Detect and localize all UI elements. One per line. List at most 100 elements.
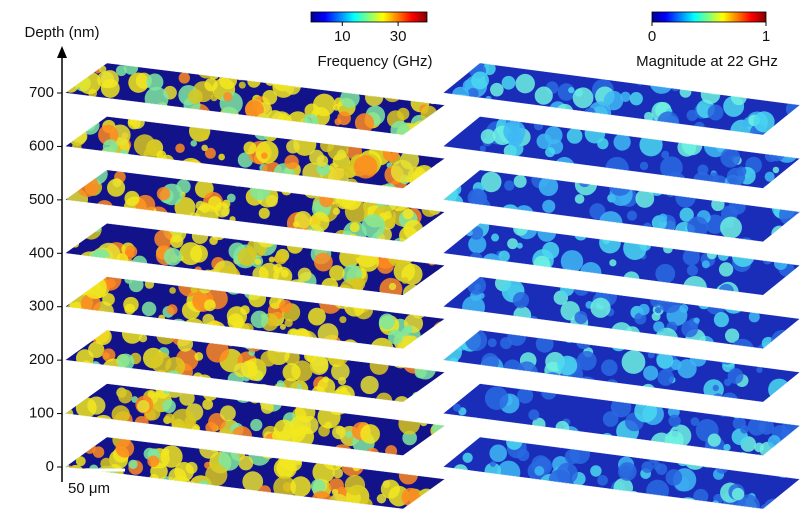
slice-texture — [352, 69, 375, 92]
slice-texture — [316, 155, 328, 167]
slice-texture — [461, 221, 469, 229]
slice-texture — [605, 157, 629, 181]
slice-texture — [591, 495, 601, 505]
slice-texture — [224, 333, 237, 346]
slice-texture — [190, 140, 197, 147]
slice-texture — [196, 374, 212, 390]
slice-texture — [353, 464, 361, 472]
slice-texture — [451, 417, 473, 439]
slice-texture — [112, 405, 130, 423]
slice-texture — [374, 399, 382, 407]
slice-texture — [160, 445, 182, 467]
slice-texture — [789, 178, 802, 201]
slice-texture — [644, 112, 653, 121]
slice-texture — [92, 262, 109, 279]
slice-texture — [576, 334, 591, 349]
slice-texture — [666, 189, 674, 197]
slice-texture — [652, 312, 661, 321]
slice-texture — [221, 208, 229, 216]
slice-texture — [241, 323, 253, 335]
slice-texture — [379, 314, 395, 330]
slice-texture — [541, 490, 547, 496]
slice-texture — [380, 71, 401, 92]
slice-texture — [78, 71, 101, 94]
slice-texture — [480, 145, 486, 151]
slice-texture — [677, 453, 690, 466]
slice-texture — [312, 134, 318, 140]
slice-texture — [781, 92, 788, 99]
slice-texture — [557, 356, 577, 376]
slice-texture — [653, 341, 662, 350]
colorbar — [311, 12, 427, 22]
slice-texture — [437, 359, 445, 367]
slice-texture — [124, 191, 139, 206]
slice-texture — [514, 175, 527, 188]
slice-texture — [623, 271, 639, 287]
slice-texture — [745, 408, 757, 420]
slice-texture — [305, 124, 315, 134]
slice-texture — [151, 106, 165, 120]
slice-texture — [644, 234, 652, 242]
slice-texture — [648, 453, 659, 464]
colorbar-tick-label: 0 — [648, 28, 656, 45]
slice-texture — [579, 502, 587, 510]
slice-texture — [301, 501, 319, 513]
slice-texture — [541, 384, 557, 400]
slice-texture — [317, 405, 340, 428]
slice-texture — [573, 87, 594, 108]
slice-texture — [281, 184, 292, 195]
slice-texture — [430, 239, 439, 248]
slice-texture — [769, 339, 788, 358]
slice-texture — [649, 342, 658, 351]
slice-texture — [389, 283, 396, 290]
slice-texture — [582, 386, 593, 397]
slice-texture — [405, 467, 412, 474]
slice-texture — [601, 359, 618, 376]
slice-texture — [460, 164, 475, 179]
slice-texture — [403, 284, 421, 302]
slice-texture — [310, 212, 330, 232]
slice-texture — [218, 154, 225, 161]
slice-texture — [256, 141, 279, 164]
slice-texture — [383, 480, 391, 488]
slice-texture — [315, 391, 333, 409]
slice-texture — [688, 128, 699, 139]
slice-texture — [76, 175, 98, 197]
slice-texture — [391, 68, 409, 86]
slice-texture — [560, 432, 573, 445]
slice-texture — [430, 400, 438, 408]
slice-texture — [140, 108, 148, 116]
slice-texture — [128, 460, 137, 469]
slice-texture — [584, 381, 601, 398]
slice-texture — [661, 151, 669, 159]
slice-texture — [83, 431, 91, 439]
slice-texture — [554, 157, 575, 178]
slice-texture — [736, 166, 746, 176]
slice-texture — [191, 286, 198, 293]
slice-texture — [798, 285, 802, 294]
slice-texture — [514, 267, 523, 276]
slice-texture — [145, 280, 154, 289]
slice-texture — [465, 105, 473, 113]
slice-texture — [734, 240, 744, 250]
slice-texture — [489, 444, 507, 462]
slice-texture — [262, 90, 277, 105]
slice-texture — [568, 87, 574, 93]
slice-texture — [726, 345, 736, 355]
slice-texture — [463, 453, 473, 463]
slice-texture — [256, 224, 262, 230]
slice-texture — [777, 286, 787, 296]
slice-texture — [128, 116, 141, 129]
slice-texture — [607, 386, 614, 393]
slice-texture — [93, 370, 107, 384]
slice-texture — [590, 298, 610, 318]
slice-texture — [460, 490, 483, 513]
slice-texture — [268, 339, 278, 349]
slice-texture — [574, 311, 587, 324]
slice-texture — [666, 74, 675, 83]
slice-texture — [368, 347, 384, 363]
slice-texture — [109, 106, 115, 112]
slice-texture — [412, 392, 421, 401]
slice-texture — [374, 404, 383, 413]
slice-texture — [430, 291, 446, 307]
